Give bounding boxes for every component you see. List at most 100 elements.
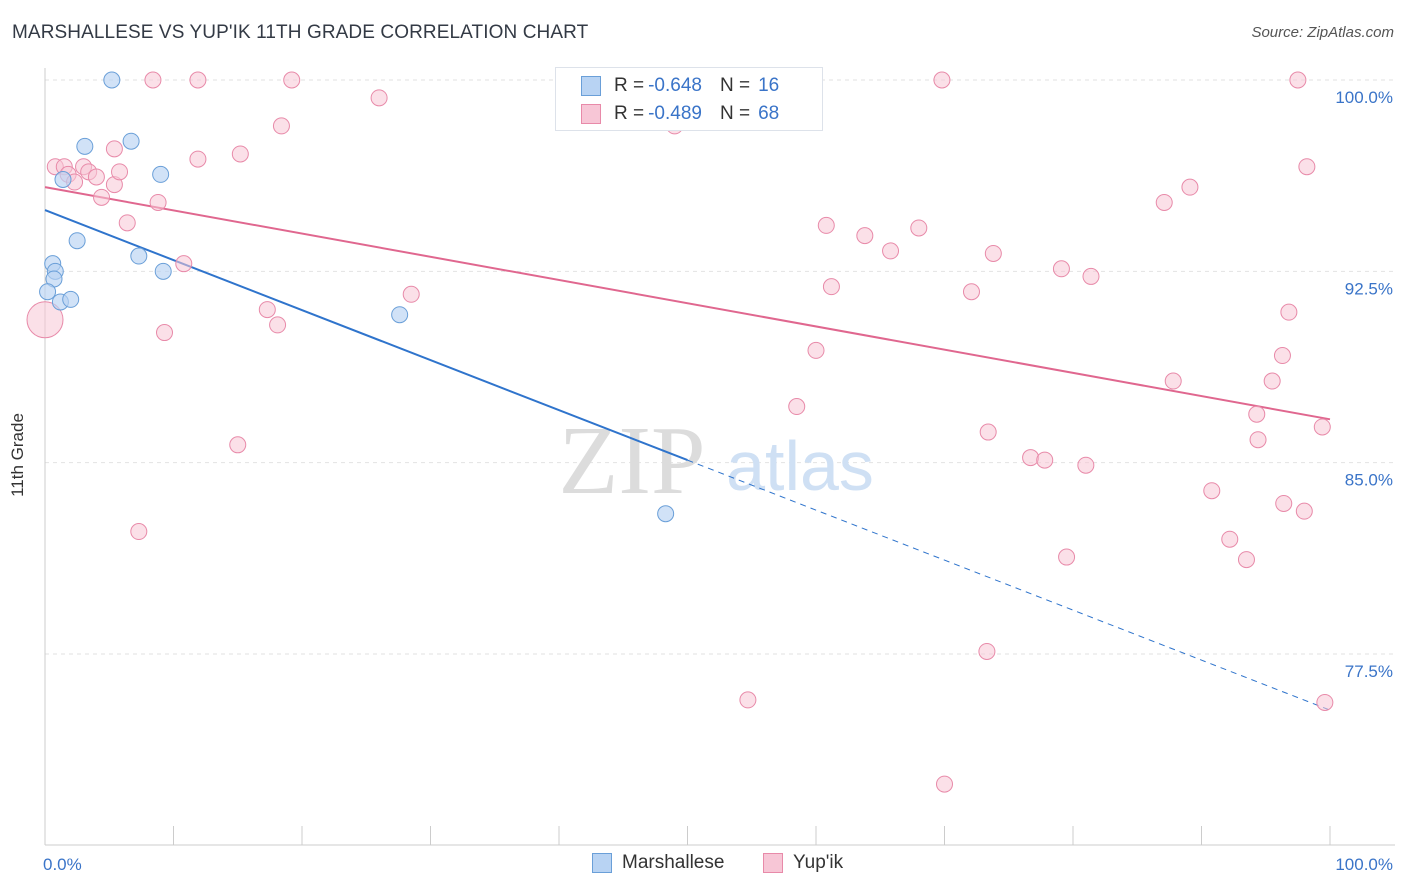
point-yupik xyxy=(144,71,162,89)
legend-item-marshallese[interactable]: Marshallese xyxy=(592,852,724,874)
point-yupik xyxy=(936,775,953,793)
source-label: Source: ZipAtlas.com xyxy=(1251,24,1394,41)
legend-swatch-pink xyxy=(581,104,601,124)
tick-labels: 100.0% 92.5% 85.0% 77.5% 0.0% 100.0% xyxy=(43,88,1393,874)
point-marshallese xyxy=(122,132,140,150)
point-marshallese xyxy=(103,71,121,89)
point-marshallese xyxy=(130,247,148,265)
point-yupik xyxy=(822,278,840,296)
point-yupik xyxy=(272,117,290,135)
legend-row-marshallese: R = -0.648 N = 16 xyxy=(581,73,779,99)
point-yupik xyxy=(1036,451,1054,469)
point-yupik xyxy=(93,188,111,206)
y-axis-label: 11th Grade xyxy=(8,413,27,497)
point-yupik xyxy=(1280,303,1298,321)
point-yupik xyxy=(1263,372,1281,390)
point-yupik xyxy=(933,71,951,89)
point-yupik xyxy=(817,216,835,234)
point-yupik xyxy=(175,255,193,273)
y-tick-label: 100.0% xyxy=(1335,88,1393,107)
grid-lines xyxy=(45,79,1395,655)
point-marshallese xyxy=(391,306,409,324)
point-yupik xyxy=(1155,193,1173,211)
legend-r-value: -0.489 xyxy=(648,103,702,124)
point-yupik xyxy=(231,145,249,163)
point-yupik xyxy=(156,324,174,342)
point-yupik xyxy=(26,301,64,339)
y-tick-label: 92.5% xyxy=(1345,279,1393,298)
point-yupik xyxy=(1275,494,1293,512)
point-yupik xyxy=(1221,530,1239,548)
point-yupik xyxy=(1298,158,1316,176)
point-yupik xyxy=(1249,431,1267,449)
point-marshallese xyxy=(152,165,170,183)
legend-item-yupik[interactable]: Yup'ik xyxy=(763,852,843,874)
point-yupik xyxy=(910,219,928,237)
point-marshallese xyxy=(154,262,172,280)
data-points xyxy=(26,71,1334,793)
legend-r-label: R = xyxy=(614,103,645,124)
point-yupik xyxy=(1248,405,1266,423)
legend-r-value: -0.648 xyxy=(648,75,702,96)
legend-label: Marshallese xyxy=(622,852,725,873)
legend-swatch-blue xyxy=(581,76,601,96)
legend-r-label: R = xyxy=(614,75,645,96)
y-tick-label: 77.5% xyxy=(1345,662,1393,681)
y-tick-label: 85.0% xyxy=(1345,471,1393,490)
point-yupik xyxy=(1164,372,1182,390)
x-tick-label: 100.0% xyxy=(1335,855,1393,874)
point-yupik xyxy=(962,283,980,301)
point-yupik xyxy=(1077,456,1095,474)
point-yupik xyxy=(189,71,207,89)
legend-n-value: 16 xyxy=(758,75,780,96)
legend-n-value: 68 xyxy=(758,103,780,124)
point-yupik xyxy=(1273,347,1291,365)
point-yupik xyxy=(118,214,136,232)
point-marshallese xyxy=(39,283,57,301)
point-yupik xyxy=(984,244,1002,262)
point-yupik xyxy=(402,285,420,303)
point-yupik xyxy=(807,341,825,359)
legend-row-yupik: R = -0.489 N = 68 xyxy=(581,101,779,127)
legend-label: Yup'ik xyxy=(793,852,844,873)
trend-line-marshallese xyxy=(44,209,688,462)
point-yupik xyxy=(788,398,806,416)
point-marshallese xyxy=(76,137,94,155)
point-yupik xyxy=(1316,693,1334,711)
x-tick-label: 0.0% xyxy=(43,855,82,874)
point-yupik xyxy=(189,150,207,168)
point-yupik xyxy=(979,423,997,441)
point-yupik xyxy=(1082,267,1100,285)
point-marshallese xyxy=(657,505,675,523)
watermark-zip: ZIP xyxy=(559,407,706,515)
point-yupik xyxy=(1313,418,1331,436)
point-yupik xyxy=(1289,71,1307,89)
legend-n-label: N = xyxy=(719,75,751,96)
chart-title: MARSHALLESE VS YUP'IK 11TH GRADE CORRELA… xyxy=(12,22,589,43)
legend-swatch-pink xyxy=(763,853,783,873)
point-yupik xyxy=(1181,178,1199,196)
axes xyxy=(44,68,1395,846)
point-yupik xyxy=(1052,260,1070,278)
point-marshallese xyxy=(68,232,86,250)
trend-lines xyxy=(44,186,1331,711)
point-yupik xyxy=(1022,449,1040,467)
point-yupik xyxy=(882,242,900,260)
point-yupik xyxy=(149,193,167,211)
legend-swatch-blue xyxy=(592,853,612,873)
trend-line-yupik xyxy=(44,186,1331,421)
point-yupik xyxy=(856,227,874,245)
point-marshallese xyxy=(54,170,72,188)
point-marshallese xyxy=(62,290,80,308)
point-yupik xyxy=(283,71,301,89)
point-yupik xyxy=(1295,502,1313,520)
point-yupik xyxy=(87,168,105,186)
point-yupik xyxy=(229,436,247,454)
point-yupik xyxy=(111,163,129,181)
point-yupik xyxy=(1058,548,1076,566)
point-yupik xyxy=(1203,482,1221,500)
point-yupik xyxy=(370,89,388,107)
point-yupik xyxy=(258,301,276,319)
point-yupik xyxy=(130,523,148,541)
